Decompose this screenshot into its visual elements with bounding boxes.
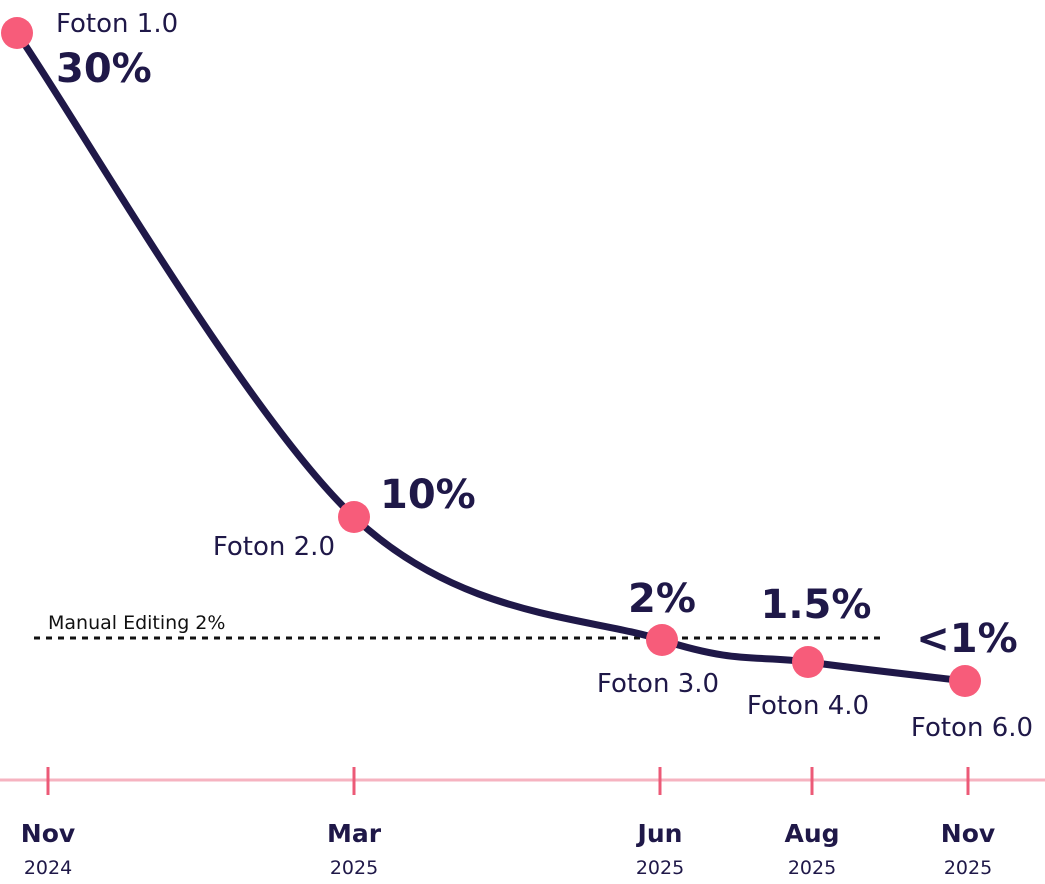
point-value-label: 10% (380, 472, 476, 518)
point-value-label: 1.5% (761, 582, 872, 628)
point-value-label: 2% (628, 576, 696, 622)
x-tick-year-label: 2025 (330, 857, 378, 879)
point-name-label: Foton 4.0 (747, 691, 869, 721)
point-value-label: 30% (56, 46, 152, 92)
reference-line-group: Manual Editing 2% (34, 612, 885, 640)
data-point (338, 501, 370, 533)
x-tick-month-label: Aug (784, 819, 839, 848)
x-tick-year-label: 2025 (636, 857, 684, 879)
x-tick-month-label: Jun (636, 819, 683, 848)
data-point (1, 17, 33, 49)
x-tick-month-label: Nov (941, 819, 995, 848)
x-tick-year-label: 2025 (944, 857, 992, 879)
x-tick-month-label: Nov (21, 819, 75, 848)
data-point (949, 665, 981, 697)
point-value-label: <1% (916, 616, 1017, 662)
labels-group: Foton 1.0 30% Foton 2.0 10% Foton 3.0 2% Foton… (56, 9, 1033, 743)
x-axis: Nov 2024 Mar 2025 Jun 2025 Aug 2025 Nov 2025 (0, 767, 1045, 879)
data-point (646, 624, 678, 656)
point-name-label: Foton 3.0 (597, 669, 719, 699)
reference-line-label: Manual Editing 2% (48, 612, 225, 634)
markers-group (1, 17, 981, 697)
x-tick-year-label: 2024 (24, 857, 72, 879)
x-tick-month-label: Mar (327, 819, 382, 848)
point-name-label: Foton 1.0 (56, 9, 178, 39)
data-point (792, 646, 824, 678)
x-tick-year-label: 2025 (788, 857, 836, 879)
point-name-label: Foton 6.0 (911, 713, 1033, 743)
point-name-label: Foton 2.0 (213, 532, 335, 562)
